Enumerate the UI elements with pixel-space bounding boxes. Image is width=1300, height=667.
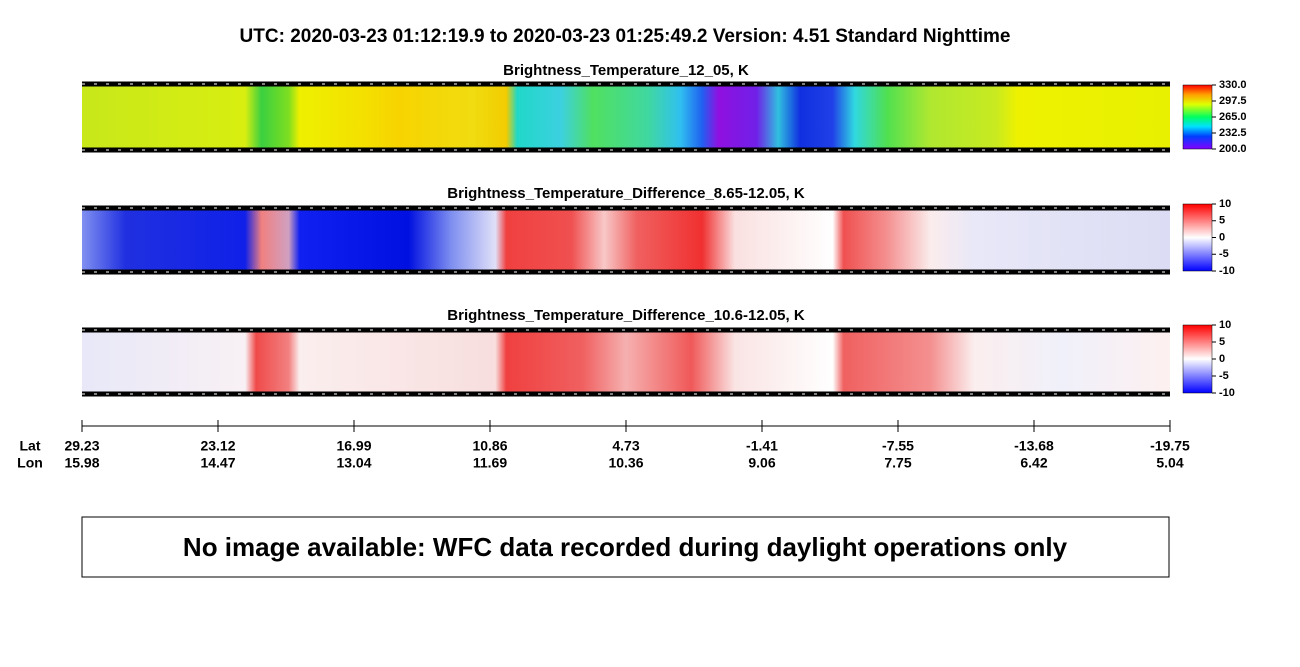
colorbar-tick-label: -5 — [1219, 248, 1229, 260]
lat-tick-label: -19.75 — [1150, 438, 1190, 454]
lat-tick-label: 10.86 — [472, 438, 507, 454]
panel-title: Brightness_Temperature_Difference_10.6-1… — [447, 307, 805, 324]
lon-label: Lon — [17, 455, 43, 471]
page-title: UTC: 2020-03-23 01:12:19.9 to 2020-03-23… — [240, 26, 1011, 47]
lat-tick-label: -13.68 — [1014, 438, 1054, 454]
lon-tick-label: 13.04 — [336, 455, 371, 471]
colorbar-tick-label: 0 — [1219, 353, 1225, 365]
colorbar-tick-label: 5 — [1219, 215, 1225, 227]
lat-tick-label: 16.99 — [336, 438, 371, 454]
colorbar-tick-label: 265.0 — [1219, 111, 1247, 123]
colorbar-tick-label: 10 — [1219, 319, 1231, 331]
colorbar — [1182, 84, 1213, 150]
message-box — [81, 516, 1170, 578]
colorbar — [1182, 324, 1213, 394]
panel-title: Brightness_Temperature_Difference_8.65-1… — [447, 185, 805, 202]
panel-image — [82, 208, 1170, 272]
colorbar-tick-label: 10 — [1219, 198, 1231, 210]
lon-tick-label: 15.98 — [64, 455, 99, 471]
colorbar-tick-label: 232.5 — [1219, 127, 1247, 139]
colorbar-tick-label: 200.0 — [1219, 143, 1247, 155]
lon-tick-label: 10.36 — [608, 455, 643, 471]
lon-tick-label: 6.42 — [1020, 455, 1047, 471]
lon-tick-label: 14.47 — [200, 455, 235, 471]
colorbar-tick-label: -5 — [1219, 370, 1229, 382]
lon-tick-label: 11.69 — [473, 455, 507, 471]
panel-image — [82, 84, 1170, 150]
lon-tick-label: 5.04 — [1156, 455, 1183, 471]
lat-tick-label: -1.41 — [746, 438, 778, 454]
lat-tick-label: -7.55 — [882, 438, 914, 454]
colorbar-tick-label: -10 — [1219, 265, 1235, 277]
colorbar-tick-label: 330.0 — [1219, 79, 1247, 91]
colorbar-tick-label: 297.5 — [1219, 95, 1247, 107]
lon-tick-label: 9.06 — [748, 455, 775, 471]
lat-tick-label: 29.23 — [64, 438, 99, 454]
lat-tick-label: 4.73 — [612, 438, 639, 454]
panel-title: Brightness_Temperature_12_05, K — [503, 62, 749, 79]
lat-label: Lat — [20, 438, 41, 454]
colorbar-tick-label: 5 — [1219, 336, 1225, 348]
colorbar — [1182, 203, 1213, 272]
colorbar-tick-label: -10 — [1219, 387, 1235, 399]
lat-tick-label: 23.12 — [200, 438, 235, 454]
colorbar-tick-label: 0 — [1219, 231, 1225, 243]
message: No image available: WFC data recorded du… — [183, 532, 1068, 562]
lon-tick-label: 7.75 — [884, 455, 911, 471]
panel-image — [82, 330, 1170, 394]
